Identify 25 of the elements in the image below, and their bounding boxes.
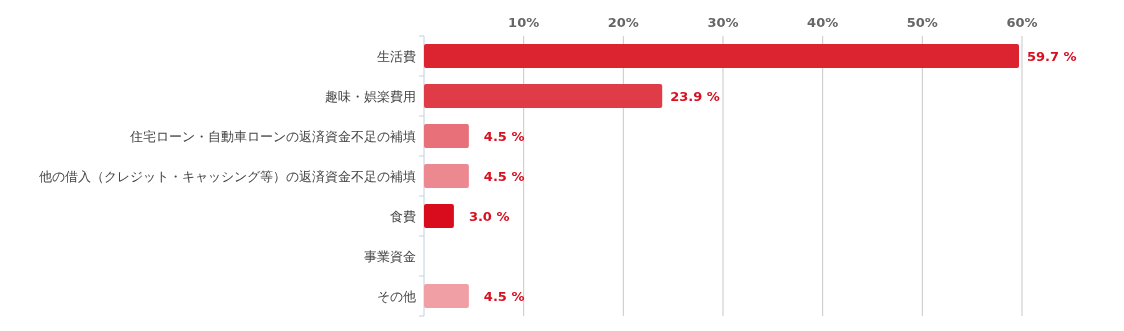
y-tick-label: 食費 <box>390 209 416 224</box>
x-tick-label: 40% <box>807 15 839 30</box>
data-label: 4.5 % <box>483 129 525 144</box>
bar <box>424 44 1020 68</box>
y-tick-label: 事業資金 <box>364 249 416 264</box>
data-label: 4.5 % <box>483 289 525 304</box>
y-tick-label: 趣味・娯楽費用 <box>325 89 416 104</box>
x-tick-label: 10% <box>508 15 540 30</box>
bar <box>424 164 469 188</box>
y-tick-label: 生活費 <box>377 49 416 64</box>
x-tick-label: 30% <box>707 15 739 30</box>
data-label: 59.7 % <box>1027 49 1077 64</box>
y-tick-label: 住宅ローン・自動車ローンの返済資金不足の補填 <box>129 129 416 144</box>
bar <box>424 84 663 108</box>
x-tick-label: 50% <box>906 15 938 30</box>
data-label: 23.9 % <box>670 89 720 104</box>
y-tick-label: その他 <box>377 289 416 304</box>
x-tick-label: 20% <box>607 15 639 30</box>
data-label: 4.5 % <box>483 169 525 184</box>
x-tick-label: 60% <box>1006 15 1038 30</box>
bar <box>424 284 469 308</box>
bar <box>424 124 469 148</box>
data-label: 3.0 % <box>468 209 510 224</box>
bar <box>424 204 454 228</box>
y-tick-label: 他の借入（クレジット・キャッシング等）の返済資金不足の補填 <box>39 169 416 184</box>
